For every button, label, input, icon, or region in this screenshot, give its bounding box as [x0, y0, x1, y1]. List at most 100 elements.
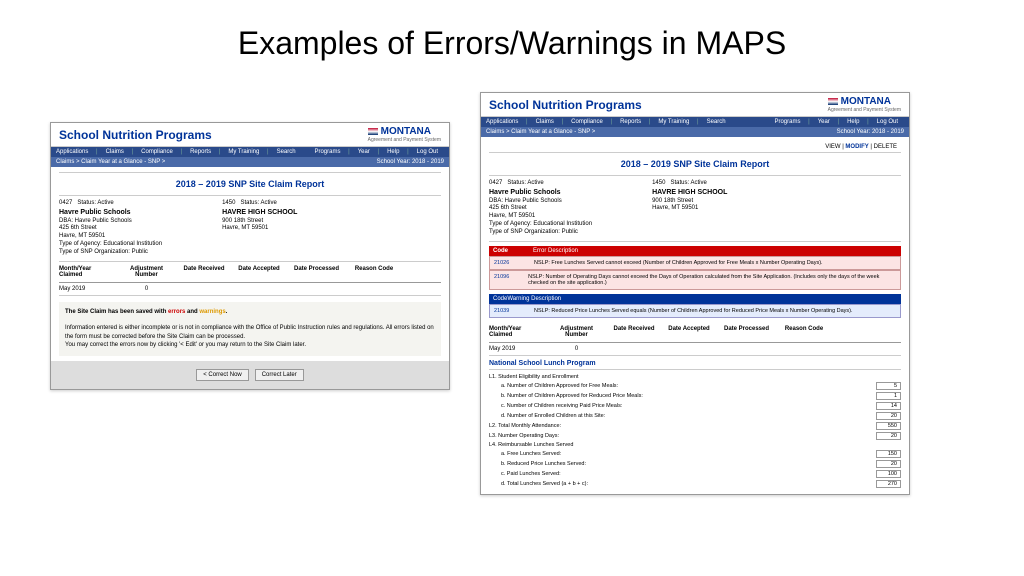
col-header: Date Received [179, 266, 229, 278]
line-item: a. Number of Children Approved for Free … [489, 381, 901, 391]
screenshot-left: School Nutrition Programs MONTANA Agreem… [50, 122, 450, 390]
nav-item[interactable]: Compliance [571, 119, 612, 125]
app-header: School Nutrition Programs MONTANA Agreem… [481, 93, 909, 117]
header-title: School Nutrition Programs [489, 98, 642, 112]
nav-item[interactable]: Compliance [141, 149, 182, 155]
logo: MONTANA Agreement and Payment System [828, 96, 901, 113]
nav-item[interactable]: Log Out [417, 149, 444, 155]
nav-item[interactable]: Applications [486, 119, 528, 125]
nav-item[interactable]: Programs [774, 119, 809, 125]
line-item: L4. Reimbursable Lunches Served [489, 441, 901, 449]
breadcrumb: Claims > Claim Year at a Glance - SNP > [56, 159, 165, 165]
breadcrumb-bar: Claims > Claim Year at a Glance - SNP > … [481, 127, 909, 137]
table-row: May 2019 0 [59, 283, 441, 296]
line-item: d. Total Lunches Served (a + b + c):270 [489, 479, 901, 489]
nav-item[interactable]: Search [707, 119, 732, 125]
message-box: The Site Claim has been saved with error… [59, 302, 441, 356]
error-row: 21096NSLP: Number of Operating Days cann… [489, 270, 901, 290]
nav-item[interactable]: Applications [56, 149, 98, 155]
nav-item[interactable]: Help [387, 149, 409, 155]
info-left: 0427 Status: Active Havre Public Schools… [59, 200, 162, 257]
table-header: Month/Year Claimed Adjustment Number Date … [59, 262, 441, 283]
modify-bar: VIEW | MODIFY | DELETE [489, 142, 901, 152]
nav-item[interactable]: Log Out [877, 119, 904, 125]
navbar: Applications Claims Compliance Reports My Tr… [51, 147, 449, 157]
line-item: b. Number of Children Approved for Reduc… [489, 391, 901, 401]
correct-now-button[interactable]: < Correct Now [196, 369, 249, 381]
info-row: 0427 Status: Active Havre Public Schools… [59, 196, 441, 262]
logo-sub: Agreement and Payment System [828, 107, 901, 113]
report-title: 2018 – 2019 SNP Site Claim Report [489, 152, 901, 176]
line-value: 20 [876, 460, 901, 468]
col-header: Date Accepted [664, 326, 714, 338]
line-value: 14 [876, 402, 901, 410]
nav-item[interactable]: Year [818, 119, 839, 125]
message-body: Information entered is either incomplete… [65, 324, 435, 349]
line-item: a. Free Lunches Served:150 [489, 449, 901, 459]
nav-item[interactable]: Claims [536, 119, 564, 125]
line-value: 550 [876, 422, 901, 430]
school-year: School Year: 2018 - 2019 [377, 159, 444, 165]
nav-item[interactable]: Claims [106, 149, 134, 155]
col-header: Date Received [609, 326, 659, 338]
col-header: Adjustment Number [119, 266, 174, 278]
line-item: L2. Total Monthly Attendance:550 [489, 421, 901, 431]
nav-item[interactable]: My Training [228, 149, 268, 155]
screenshot-right: School Nutrition Programs MONTANA Agreem… [480, 92, 910, 495]
nav-item[interactable]: Search [277, 149, 302, 155]
nav-item[interactable]: Programs [314, 149, 349, 155]
logo: MONTANA Agreement and Payment System [368, 126, 441, 143]
line-value: 150 [876, 450, 901, 458]
table-header: Month/Year Claimed Adjustment Number Date … [489, 322, 901, 343]
warning-panel: CodeWarning Description 21039NSLP: Reduc… [489, 294, 901, 318]
line-item: L3. Number Operating Days:20 [489, 431, 901, 441]
school-year: School Year: 2018 - 2019 [837, 129, 904, 135]
logo-text: MONTANA [368, 126, 441, 137]
nav-item[interactable]: Reports [190, 149, 220, 155]
line-value: 1 [876, 392, 901, 400]
slide-title: Examples of Errors/Warnings in MAPS [0, 0, 1024, 92]
navbar: Applications Claims Compliance Reports My Tr… [481, 117, 909, 127]
info-right: 1450 Status: Active HAVRE HIGH SCHOOL 90… [652, 180, 727, 237]
nav-item[interactable]: My Training [658, 119, 698, 125]
correct-later-button[interactable]: Correct Later [255, 369, 304, 381]
col-header: Date Accepted [234, 266, 284, 278]
info-right: 1450 Status: Active HAVRE HIGH SCHOOL 90… [222, 200, 297, 257]
info-row: 0427 Status: Active Havre Public Schools… [489, 176, 901, 242]
line-value: 20 [876, 412, 901, 420]
col-header: Adjustment Number [549, 326, 604, 338]
line-value: 270 [876, 480, 901, 488]
warning-header: CodeWarning Description [489, 294, 901, 304]
col-header: Month/Year Claimed [59, 266, 114, 278]
line-value: 100 [876, 470, 901, 478]
screenshots-container: School Nutrition Programs MONTANA Agreem… [0, 92, 1024, 495]
line-item: c. Number of Children receiving Paid Pri… [489, 401, 901, 411]
error-header: CodeError Description [489, 246, 901, 256]
error-panel: CodeError Description 21026NSLP: Free Lu… [489, 246, 901, 290]
line-item: c. Paid Lunches Served:100 [489, 469, 901, 479]
logo-text: MONTANA [828, 96, 901, 107]
nav-item[interactable]: Help [847, 119, 869, 125]
button-bar: < Correct Now Correct Later [51, 361, 449, 389]
table-row: May 2019 0 [489, 343, 901, 356]
line-value: 20 [876, 432, 901, 440]
header-title: School Nutrition Programs [59, 128, 212, 142]
message-head: The Site Claim has been saved with error… [65, 308, 435, 316]
app-header: School Nutrition Programs MONTANA Agreem… [51, 123, 449, 147]
breadcrumb: Claims > Claim Year at a Glance - SNP > [486, 129, 595, 135]
report-title: 2018 – 2019 SNP Site Claim Report [59, 172, 441, 196]
col-header: Reason Code [779, 326, 829, 338]
col-header: Month/Year Claimed [489, 326, 544, 338]
col-header: Date Processed [289, 266, 344, 278]
col-header: Date Processed [719, 326, 774, 338]
breadcrumb-bar: Claims > Claim Year at a Glance - SNP > … [51, 157, 449, 167]
nslp-title: National School Lunch Program [489, 356, 901, 370]
line-value: 5 [876, 382, 901, 390]
nav-item[interactable]: Reports [620, 119, 650, 125]
error-row: 21026NSLP: Free Lunches Served cannot ex… [489, 256, 901, 270]
logo-sub: Agreement and Payment System [368, 137, 441, 143]
modify-link[interactable]: MODIFY [845, 144, 868, 150]
col-header: Reason Code [349, 266, 399, 278]
line-item: b. Reduced Price Lunches Served:20 [489, 459, 901, 469]
nav-item[interactable]: Year [358, 149, 379, 155]
